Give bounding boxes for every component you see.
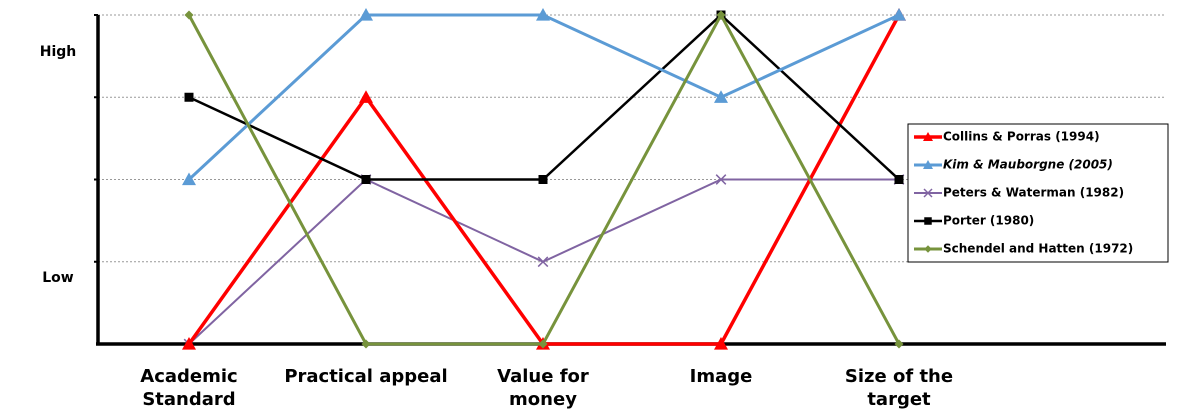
data-point <box>182 337 196 350</box>
series-kim-mauborgne-2005 <box>182 8 906 186</box>
x-tick-label: Image <box>690 366 753 387</box>
x-tick-labels: Academic Standard Practical appeal Value fo… <box>140 366 953 410</box>
data-point <box>182 172 196 186</box>
legend-label: Peters & Waterman (1982) <box>943 186 1124 200</box>
data-point <box>538 175 548 184</box>
data-point <box>184 10 194 20</box>
data-point <box>923 132 933 141</box>
data-point <box>924 217 932 225</box>
data-point <box>923 188 933 198</box>
data-point <box>714 90 728 103</box>
x-tick-label: Practical appeal <box>284 366 447 387</box>
data-point <box>538 339 548 349</box>
series-group <box>182 8 906 350</box>
x-tick-label: Academic Standard <box>140 366 237 410</box>
legend-item: Kim & Mauborgne (2005) <box>914 158 1113 172</box>
series-schendel-and-hatten-1972 <box>184 10 904 349</box>
legend-label: Porter (1980) <box>943 214 1034 228</box>
legend-label: Kim & Mauborgne (2005) <box>943 158 1113 172</box>
data-point <box>715 174 727 185</box>
legend-item: Collins & Porras (1994) <box>914 130 1100 144</box>
data-point <box>359 90 373 103</box>
data-point <box>923 160 933 169</box>
data-point <box>361 339 371 349</box>
data-point <box>924 245 932 253</box>
data-point <box>894 175 904 184</box>
data-point <box>894 339 904 349</box>
data-point <box>714 337 728 350</box>
legend-label: Schendel and Hatten (1972) <box>943 242 1133 256</box>
legend-item: Porter (1980) <box>914 214 1034 228</box>
x-tick-label: Value for money <box>497 366 589 410</box>
data-point <box>361 175 371 184</box>
data-point <box>536 8 550 21</box>
legend-item: Peters & Waterman (1982) <box>914 186 1124 200</box>
data-point <box>537 256 549 268</box>
y-tick-label: High <box>40 44 77 60</box>
legend-item: Schendel and Hatten (1972) <box>914 242 1133 256</box>
y-tick-labels: High Low <box>40 44 77 286</box>
data-point <box>716 10 726 20</box>
y-tick-label: Low <box>42 270 74 286</box>
legend-box <box>907 123 1169 263</box>
legend-label: Collins & Porras (1994) <box>943 130 1100 144</box>
data-point <box>184 92 194 102</box>
data-point <box>359 8 373 21</box>
legend: Collins & Porras (1994) Kim & Mauborgne (… <box>907 123 1169 263</box>
data-point <box>892 8 906 21</box>
x-tick-label: Size of the target <box>845 366 953 410</box>
